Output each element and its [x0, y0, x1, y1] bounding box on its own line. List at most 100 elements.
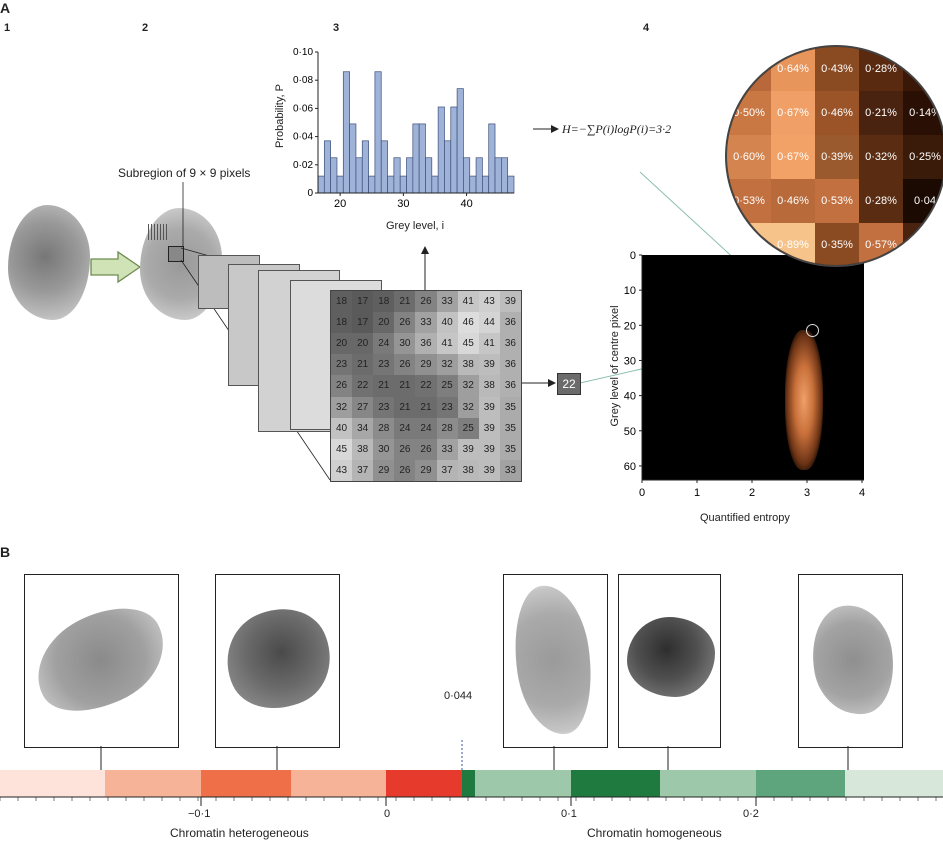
selected-point-circle [806, 324, 819, 337]
heatmap-ytick-label: 40 [624, 391, 636, 403]
heatmap-xlabel: Quantified entropy [700, 512, 790, 524]
pixel-grid: 18 17 18 21 26 33 41 43 39 18 17 20 26 33 40 46 44 36 20 20… [330, 290, 522, 482]
histogram-bar [317, 175, 325, 194]
grid-cell: 36 [415, 333, 437, 355]
histogram-chart: 0 0·02 0·04 0·06 0·08 0·10 20 30 40 [293, 47, 515, 210]
zoom-cell: 0·53% [727, 179, 771, 223]
histogram-bar [507, 175, 515, 194]
histogram-bar [336, 175, 344, 194]
step-4-label: 4 [643, 22, 650, 34]
grid-cell: 20 [331, 333, 353, 355]
entropy-formula: H=−∑P(i)logP(i)=3·2 [562, 122, 672, 136]
grid-cell: 25 [457, 417, 479, 439]
grid-cell: 22 [352, 375, 374, 397]
grid-cell: 17 [352, 291, 374, 313]
grid-cell: 38 [478, 375, 500, 397]
hist-xtick-label: 40 [460, 198, 472, 210]
histogram-bar [456, 88, 464, 194]
histogram-bar [393, 157, 401, 194]
histogram-bar [444, 140, 452, 194]
scale-segment [845, 770, 943, 797]
scale-segment [291, 770, 386, 797]
nucleus-frame-1 [19, 574, 182, 748]
grid-cell: 30 [394, 333, 416, 355]
grid-cell: 27 [352, 396, 374, 418]
right-scale-label: Chromatin homogeneous [587, 826, 722, 840]
zoom-cell: 0·50% [727, 47, 771, 91]
histogram-bar [330, 157, 338, 194]
scale-tick-label-neg01: −0·1 [188, 808, 211, 820]
grid-cell: 28 [373, 417, 395, 439]
grid-cell: 24 [394, 417, 416, 439]
grid-cell: 26 [394, 312, 416, 334]
heatmap-cluster [785, 330, 823, 470]
zoom-cell: 0·46% [815, 91, 859, 135]
heatmap-xtick-label: 0 [639, 487, 645, 499]
grid-cell: 24 [373, 333, 395, 355]
grid-cell: 36 [499, 375, 521, 397]
heatmap-xtick-label: 4 [859, 487, 865, 499]
grid-cell: 23 [373, 396, 395, 418]
step-1-label: 1 [4, 22, 11, 34]
scale-segment [660, 770, 756, 797]
histogram-bar [412, 123, 420, 194]
threshold-label: 0·044 [444, 690, 473, 702]
grid-cell: 29 [415, 459, 437, 481]
panel-label-a: A [0, 0, 11, 16]
grid-cell: 38 [457, 354, 479, 376]
hist-ytick-label: 0·02 [293, 160, 313, 171]
scale-segment [0, 770, 105, 797]
grid-cell: 20 [352, 333, 374, 355]
step-2-label: 2 [142, 22, 149, 34]
zoom-cell: 0·04 [903, 179, 943, 223]
scale-segment [462, 770, 475, 797]
heatmap-xtick-label: 3 [804, 487, 810, 499]
grid-cell: 44 [478, 312, 500, 334]
grid-cell: 21 [394, 291, 416, 313]
zoom-cell: 0·28% [859, 179, 903, 223]
grid-cell: 18 [373, 291, 395, 313]
scale-segment [105, 770, 201, 797]
grid-cell: 41 [436, 333, 458, 355]
histogram-bar [342, 71, 350, 194]
histogram-bar [501, 157, 509, 194]
zoom-cell: 0·89% [771, 223, 815, 265]
heatmap-ytick-label: 0 [630, 250, 636, 262]
heatmap-axes: 0 10 20 30 40 50 60 0 1 2 3 4 [624, 250, 865, 499]
nucleus-image-1 [8, 205, 90, 320]
grid-cell: 46 [457, 312, 479, 334]
nucleus-frame-2 [210, 574, 347, 748]
zoom-cell: 0·43% [815, 47, 859, 91]
histogram-bar [349, 123, 357, 194]
heatmap-ytick-label: 50 [624, 426, 636, 438]
subregion-label: Subregion of 9 × 9 pixels [118, 166, 251, 180]
histogram-bar [323, 140, 331, 194]
histogram-bar [368, 175, 376, 194]
grid-cell: 39 [478, 396, 500, 418]
scale-tick-label-02: 0·2 [743, 808, 759, 820]
grid-cell: 32 [331, 396, 353, 418]
grid-cell: 28 [436, 417, 458, 439]
histogram-bar [494, 157, 502, 194]
grid-cell: 33 [415, 312, 437, 334]
step-3-label: 3 [333, 22, 340, 34]
zoom-cell: 0·25% [903, 135, 943, 179]
left-scale-label: Chromatin heterogeneous [170, 826, 309, 840]
grid-cell: 32 [436, 354, 458, 376]
histogram-bar [374, 71, 382, 194]
grid-cell: 41 [457, 291, 479, 313]
grid-cell: 39 [478, 354, 500, 376]
hist-ytick-label: 0·10 [293, 47, 313, 58]
histogram-bar [399, 175, 407, 194]
heatmap-xtick-label: 1 [694, 487, 700, 499]
grid-cell: 26 [415, 438, 437, 460]
zoom-cell: 0·35% [815, 223, 859, 265]
grid-cell: 25 [436, 375, 458, 397]
grid-cell: 35 [499, 396, 521, 418]
grid-cell: 39 [457, 438, 479, 460]
grid-cell: 34 [352, 417, 374, 439]
grid-cell: 20 [373, 312, 395, 334]
scale-tick-label-0: 0 [384, 808, 391, 820]
zoom-cell: 0·28% [859, 47, 903, 91]
dot-marker [148, 224, 168, 240]
